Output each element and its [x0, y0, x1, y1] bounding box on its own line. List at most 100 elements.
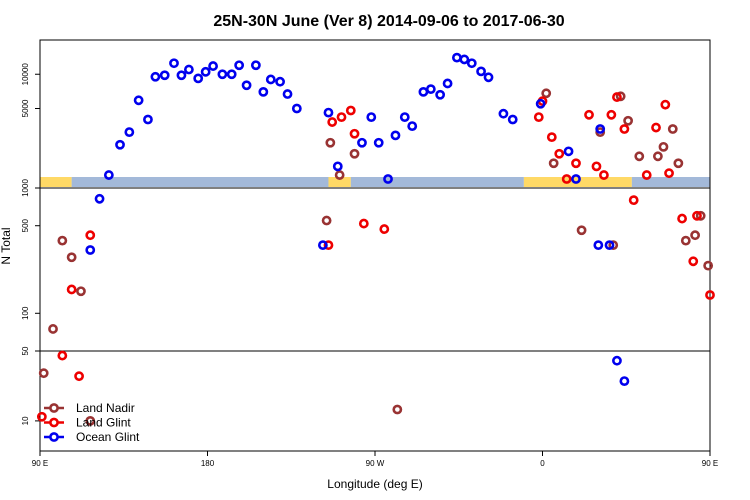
ocean-glint-point — [466, 58, 477, 69]
land-nadir-point — [608, 240, 619, 251]
ocean-glint-point — [217, 69, 228, 80]
land-nadir-point — [321, 215, 332, 226]
ocean-glint-point — [476, 66, 486, 77]
land-glint-point — [561, 174, 572, 184]
ocean-glint-point — [535, 98, 546, 109]
ocean-glint-point — [234, 60, 245, 71]
land-nadir-point — [690, 230, 701, 241]
land-nadir-point — [667, 124, 678, 134]
land-nadir-point — [623, 115, 634, 126]
ocean-glint-point — [183, 64, 194, 75]
ocean-glint-point — [133, 95, 144, 106]
y-tick-label: 10 — [21, 416, 30, 425]
data-points — [36, 52, 715, 426]
land-glint-point — [533, 112, 544, 123]
land-glint-point — [379, 224, 390, 234]
ocean-glint-point — [143, 114, 153, 125]
ocean-glint-point — [159, 70, 170, 81]
land-glint-point — [664, 168, 674, 179]
y-axis-label: N Total — [0, 227, 13, 264]
land-nadir-point — [541, 88, 552, 99]
land-glint-point — [688, 256, 699, 267]
ocean-glint-point — [357, 137, 367, 148]
ocean-glint-point — [451, 52, 462, 63]
y-tick-label: 1000 — [21, 179, 30, 197]
land-glint-point — [57, 350, 68, 361]
land-glint-point — [336, 112, 347, 123]
land-glint-point — [606, 109, 617, 120]
land-nadir-point — [325, 137, 336, 148]
ocean-glint-point — [282, 89, 293, 99]
ocean-glint-point — [571, 174, 581, 184]
land-nadir-point — [695, 210, 706, 221]
ocean-glint-point — [498, 108, 509, 119]
ocean-glint-point — [373, 137, 384, 148]
land-nadir-point — [66, 252, 77, 263]
band-segment-ocean — [71, 177, 329, 187]
land-glint-point — [546, 132, 557, 143]
land-nadir-point — [652, 151, 663, 162]
land-glint-point — [327, 117, 338, 127]
ocean-glint-point — [612, 355, 622, 366]
legend-label-land-glint: Land Glint — [76, 416, 131, 430]
land-nadir-point — [334, 170, 345, 180]
land-glint-point — [599, 170, 609, 180]
land-nadir-point — [548, 158, 559, 169]
land-nadir-point — [349, 148, 360, 159]
legend-label-land-nadir: Land Nadir — [76, 401, 135, 415]
ocean-glint-point — [366, 112, 377, 123]
land-glint-point — [36, 411, 47, 422]
ocean-glint-point — [459, 54, 470, 65]
land-ocean-band — [40, 177, 710, 187]
land-glint-point — [677, 213, 687, 224]
land-glint-point — [628, 195, 639, 206]
y-tick-label: 500 — [21, 218, 30, 232]
land-nadir-point — [57, 235, 68, 246]
land-glint-point — [692, 210, 702, 221]
ocean-glint-point — [604, 240, 615, 251]
land-glint-point — [554, 148, 565, 159]
land-nadir-point — [680, 235, 691, 246]
land-nadir-point — [634, 151, 645, 162]
ocean-glint-point — [317, 240, 328, 251]
ocean-glint-point — [593, 240, 604, 251]
band-segment-ocean — [631, 177, 710, 187]
ocean-glint-point — [407, 121, 418, 132]
ocean-glint-point — [390, 130, 401, 141]
legend-marker-ocean-glint — [49, 432, 59, 442]
land-nadir-point — [38, 368, 49, 379]
x-tick-label: 0 — [540, 459, 545, 468]
land-nadir-point — [703, 260, 714, 271]
ocean-glint-point — [435, 89, 446, 100]
ocean-glint-point — [124, 127, 135, 138]
ocean-glint-point — [332, 161, 343, 172]
ocean-glint-point — [250, 60, 261, 71]
ocean-glint-point — [103, 170, 114, 180]
land-glint-point — [571, 158, 581, 169]
ocean-glint-point — [425, 84, 436, 95]
band-segment-ocean — [350, 177, 524, 187]
land-glint-point — [358, 218, 369, 229]
x-tick-label: 90 W — [366, 459, 385, 468]
ocean-glint-point — [115, 139, 125, 150]
land-glint-point — [591, 161, 602, 172]
land-glint-point — [85, 230, 96, 241]
ocean-glint-point — [595, 124, 606, 134]
band-segment-land — [328, 177, 351, 187]
ocean-glint-point — [291, 103, 302, 114]
land-nadir-point — [76, 286, 86, 297]
land-glint-point — [323, 240, 334, 251]
ocean-glint-point — [265, 74, 276, 85]
ocean-glint-point — [383, 174, 393, 184]
ocean-glint-point — [442, 78, 453, 89]
ocean-glint-point — [94, 193, 105, 204]
ocean-glint-point — [258, 86, 269, 97]
land-glint-point — [612, 92, 622, 102]
x-tick-label: 90 E — [702, 459, 718, 468]
y-tick-label: 50 — [21, 346, 30, 355]
ocean-glint-point — [85, 245, 96, 255]
land-nadir-point — [85, 415, 96, 426]
land-nadir-point — [48, 324, 58, 334]
